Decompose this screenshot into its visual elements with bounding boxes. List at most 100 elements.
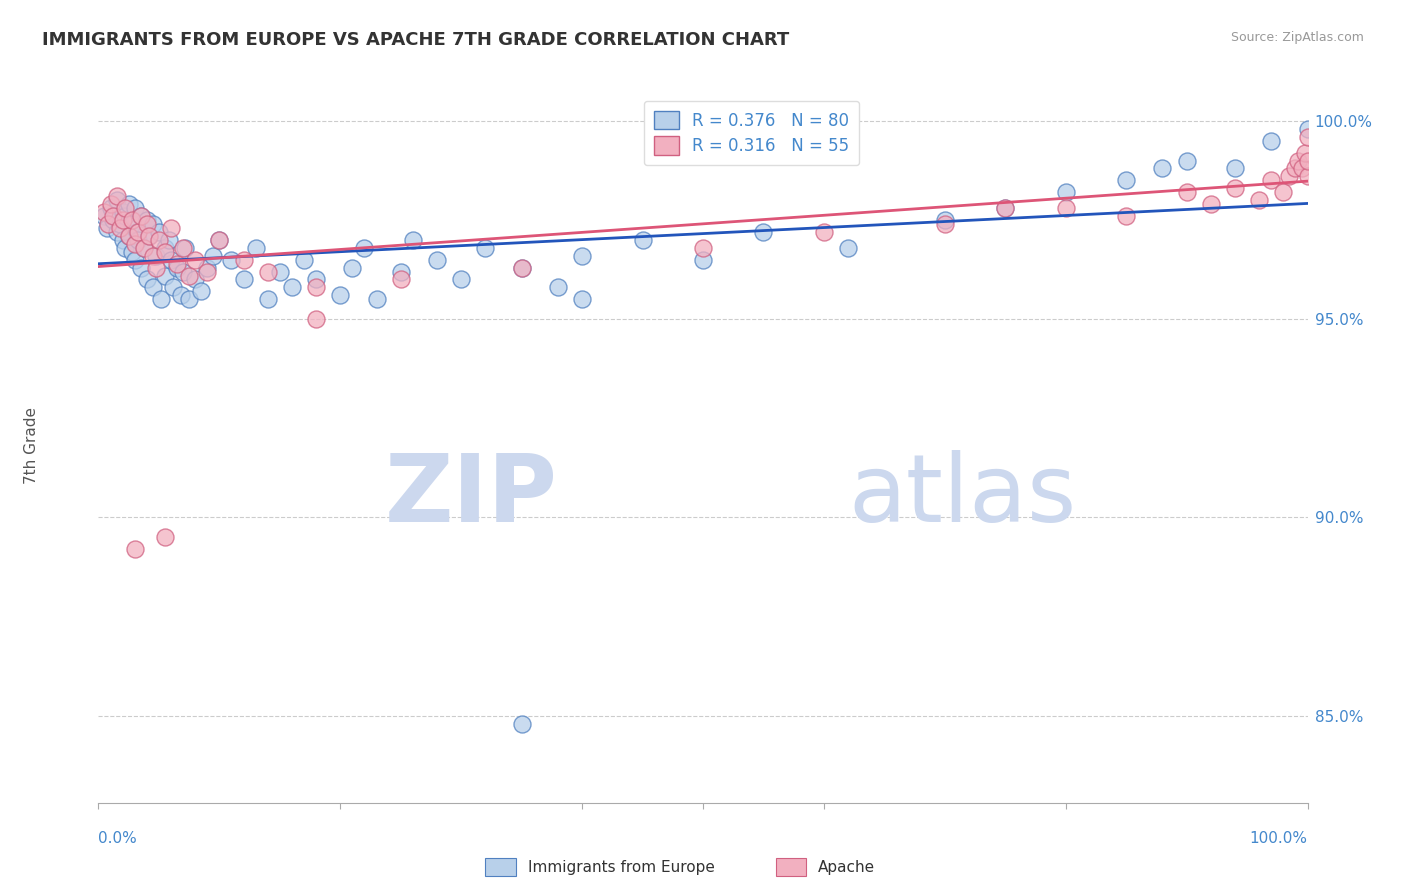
Point (571, 249, 593, 263)
Point (160, 221, 183, 235)
Point (160, 252, 183, 267)
Point (1115, 173, 1137, 187)
Point (138, 228, 160, 243)
Point (148, 225, 170, 239)
Point (134, 241, 156, 255)
Point (692, 241, 714, 255)
Point (269, 264, 291, 278)
Point (105, 193, 128, 207)
Point (1284, 161, 1306, 176)
Point (179, 293, 201, 307)
Point (1152, 161, 1174, 176)
Point (100, 201, 122, 215)
Point (142, 280, 165, 294)
Point (752, 225, 775, 239)
Point (135, 272, 157, 286)
Point (153, 268, 176, 283)
Text: 100.0%: 100.0% (1250, 831, 1308, 847)
Point (184, 252, 207, 267)
Point (153, 244, 176, 259)
Point (1296, 129, 1319, 144)
Point (162, 280, 184, 294)
Point (1175, 153, 1198, 168)
Point (134, 241, 156, 255)
Point (329, 288, 352, 302)
Text: Immigrants from Europe: Immigrants from Europe (527, 860, 714, 874)
Point (510, 716, 533, 731)
Point (1260, 134, 1282, 148)
Point (124, 201, 146, 215)
Point (179, 268, 201, 283)
Point (142, 249, 165, 263)
Point (108, 221, 131, 235)
Point (174, 241, 197, 255)
Point (97, 217, 120, 231)
Point (1054, 186, 1077, 200)
Point (389, 264, 412, 278)
Point (256, 293, 278, 307)
Point (101, 213, 124, 227)
Point (145, 260, 167, 275)
Text: IMMIGRANTS FROM EUROPE VS APACHE 7TH GRADE CORRELATION CHART: IMMIGRANTS FROM EUROPE VS APACHE 7TH GRA… (42, 31, 789, 49)
Point (1249, 193, 1271, 207)
Point (129, 260, 152, 275)
Point (153, 530, 176, 544)
Text: atlas: atlas (848, 450, 1077, 542)
FancyBboxPatch shape (776, 858, 806, 876)
Point (208, 233, 231, 247)
Point (195, 264, 218, 278)
Point (994, 201, 1017, 215)
Point (366, 293, 388, 307)
Point (153, 241, 176, 255)
Point (124, 236, 146, 251)
Point (111, 233, 134, 247)
Point (169, 288, 191, 302)
Text: 7th Grade: 7th Grade (24, 408, 39, 484)
Point (96, 221, 118, 235)
Point (202, 249, 225, 263)
Point (1223, 161, 1246, 176)
Point (93, 209, 115, 223)
Point (124, 252, 146, 267)
Point (292, 252, 315, 267)
Point (426, 252, 449, 267)
Point (1291, 161, 1313, 176)
Point (124, 542, 146, 557)
Point (121, 244, 143, 259)
Point (510, 260, 533, 275)
Point (93, 205, 115, 219)
Point (118, 228, 141, 243)
Point (1296, 153, 1319, 168)
Text: ZIP: ZIP (385, 450, 558, 542)
Point (1115, 209, 1137, 223)
FancyBboxPatch shape (485, 858, 516, 876)
Point (145, 249, 167, 263)
Point (135, 213, 157, 227)
Point (232, 252, 254, 267)
Point (571, 293, 593, 307)
Point (148, 233, 170, 247)
Point (114, 241, 136, 255)
Point (994, 201, 1017, 215)
Point (1272, 186, 1295, 200)
Point (353, 241, 375, 255)
Point (135, 217, 157, 231)
Point (190, 285, 212, 299)
Point (245, 241, 267, 255)
Point (166, 260, 188, 275)
Point (208, 233, 231, 247)
Point (1278, 169, 1301, 184)
Point (121, 217, 143, 231)
Point (692, 252, 714, 267)
Point (105, 189, 128, 203)
Point (1296, 169, 1319, 184)
Point (1286, 153, 1309, 168)
Point (118, 228, 141, 243)
Point (402, 233, 425, 247)
Point (934, 217, 956, 231)
Point (101, 209, 124, 223)
Point (129, 209, 152, 223)
Point (105, 225, 128, 239)
Point (172, 241, 194, 255)
Point (172, 264, 194, 278)
